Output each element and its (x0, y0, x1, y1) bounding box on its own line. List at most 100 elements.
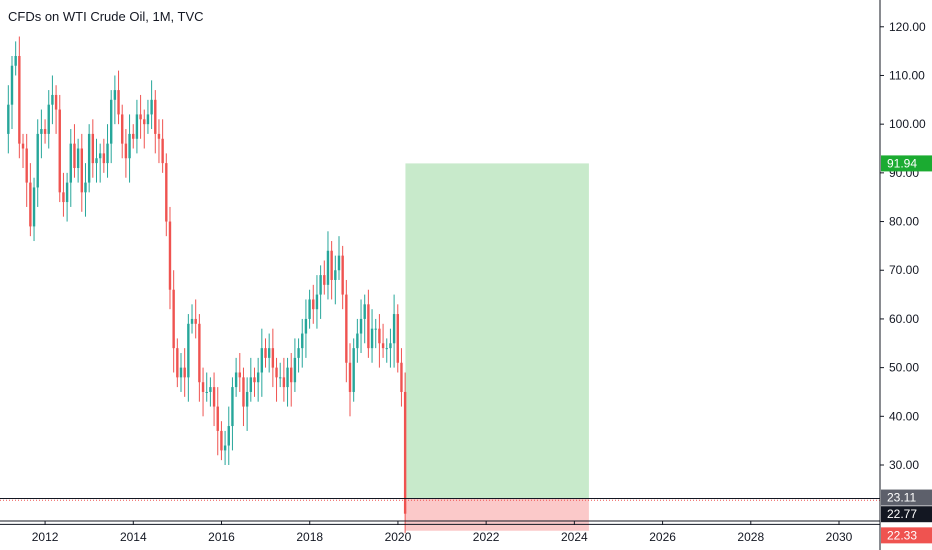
candle-body (43, 129, 47, 134)
candle-body (256, 372, 260, 383)
candle-body (76, 148, 80, 168)
candle-body (381, 343, 385, 349)
candle-body (220, 430, 223, 451)
candle-body (290, 367, 293, 383)
candle-body (121, 114, 124, 144)
candle-body (271, 348, 275, 368)
candle-body (403, 391, 407, 514)
current-price-tag (881, 506, 932, 523)
y-tick-label: 100.00 (889, 117, 926, 131)
candle-body (308, 299, 311, 319)
candle-body (109, 99, 113, 144)
candle-body (216, 406, 219, 431)
candle-body (73, 143, 76, 168)
profit-zone[interactable] (405, 163, 589, 499)
candle-body (40, 129, 43, 134)
current-price-tag-label: 22.77 (887, 507, 917, 521)
candle-body (286, 367, 289, 388)
candle-body (297, 348, 300, 358)
candle-body (234, 372, 238, 388)
target-price-tag (881, 155, 932, 172)
x-tick-label: 2016 (208, 530, 235, 544)
price-tags: 91.94 23.11 22.77 22.33 (881, 155, 932, 544)
x-tick-label: 2030 (826, 530, 853, 544)
stop-price-tag-label: 22.33 (887, 528, 917, 542)
candle-body (69, 143, 72, 183)
candle-body (183, 367, 186, 378)
candle-body (385, 348, 388, 350)
candle-body (135, 114, 139, 139)
y-tick-label: 40.00 (889, 409, 919, 423)
candle-body (249, 377, 253, 392)
candle-body (14, 55, 17, 66)
entry-price-tag-label: 23.11 (887, 491, 916, 505)
candle-body (87, 133, 91, 183)
y-tick-label: 110.00 (889, 68, 925, 82)
candle-body (201, 382, 205, 392)
price-lines (0, 498, 880, 525)
candle-body (245, 391, 249, 407)
candle-body (227, 426, 230, 446)
candle-body (10, 65, 14, 105)
y-tick-label: 50.00 (889, 361, 919, 375)
candle-body (396, 314, 399, 363)
candle-body (58, 109, 61, 193)
x-tick-label: 2022 (473, 530, 500, 544)
y-tick-label: 30.00 (889, 458, 919, 472)
candle-body (264, 348, 267, 358)
candle-body (293, 357, 297, 383)
candle-body (80, 148, 84, 193)
candle-body (65, 182, 69, 203)
candle-body (187, 323, 190, 378)
candle-body (267, 348, 271, 358)
candle-body (275, 367, 278, 378)
candle-body (168, 221, 172, 290)
candle-body (165, 163, 168, 222)
candle-body (7, 104, 10, 134)
candle-body (62, 192, 65, 203)
candle-body (21, 143, 25, 149)
x-tick-label: 2012 (32, 530, 59, 544)
candle-body (323, 275, 326, 285)
loss-zone[interactable] (405, 498, 589, 531)
candle-body (319, 275, 322, 295)
candle-body (102, 153, 106, 164)
candle-body (176, 348, 179, 378)
candle-body (117, 90, 120, 115)
candle-body (312, 299, 315, 310)
candle-body (282, 377, 286, 388)
candle-body (91, 133, 95, 164)
candle-body (194, 318, 197, 324)
candle-body (363, 304, 366, 319)
candle-body (378, 328, 381, 344)
candle-body (205, 391, 208, 393)
candle-body (106, 143, 109, 164)
x-tick-label: 2018 (296, 530, 323, 544)
candle-body (124, 143, 128, 159)
x-tick-label: 2024 (561, 530, 588, 544)
candle-body (260, 348, 264, 373)
candle-body (212, 387, 216, 407)
target-price-tag-label: 91.94 (887, 156, 917, 170)
candle-body (330, 250, 333, 280)
candle-body (190, 318, 194, 324)
candle-body (301, 333, 304, 349)
candle-body (154, 99, 157, 134)
x-tick-label: 2028 (737, 530, 764, 544)
candle-body (47, 104, 50, 134)
candle-body (32, 187, 36, 227)
candle-body (113, 90, 117, 100)
chart-title: CFDs on WTI Crude Oil, 1M, TVC (8, 9, 204, 24)
candle-body (400, 362, 403, 392)
candle-body (345, 294, 348, 363)
y-tick-label: 70.00 (889, 263, 919, 277)
candles (7, 36, 407, 534)
candle-body (392, 314, 396, 344)
candle-body (29, 182, 32, 227)
position-zones (405, 163, 589, 531)
y-tick-label: 80.00 (889, 215, 919, 229)
candle-body (304, 318, 308, 334)
candle-body (242, 377, 245, 407)
candle-body (359, 318, 363, 334)
